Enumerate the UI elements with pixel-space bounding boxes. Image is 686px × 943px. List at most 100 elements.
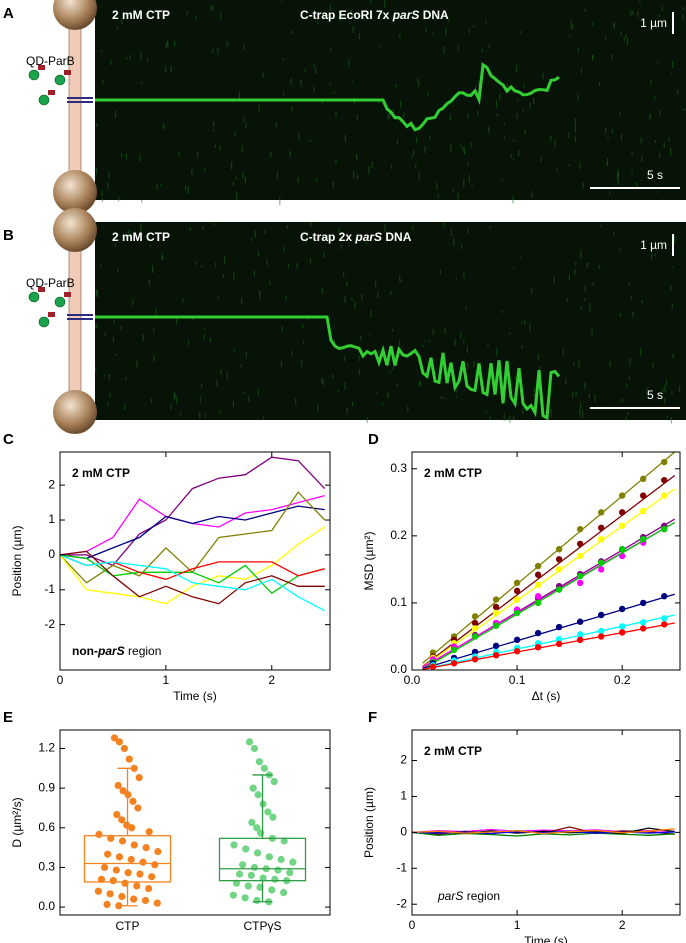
kymo-noise xyxy=(379,45,381,48)
kymo-noise xyxy=(170,66,172,73)
kymo-noise xyxy=(460,332,462,339)
kymo-noise xyxy=(365,241,368,245)
kymo-noise xyxy=(510,154,512,159)
kymo-noise xyxy=(220,369,222,375)
kymo-noise xyxy=(126,57,128,60)
msd-point xyxy=(534,581,542,589)
kymo-noise xyxy=(398,339,401,346)
kymo-noise xyxy=(425,28,427,33)
msd-point xyxy=(471,648,479,656)
kymo-noise xyxy=(187,186,189,195)
trajectory xyxy=(60,554,326,612)
kymo-noise xyxy=(646,386,648,395)
kymo-noise xyxy=(663,142,665,148)
kymo-noise xyxy=(203,334,205,341)
kymo-noise xyxy=(663,398,666,404)
kymo-noise xyxy=(513,139,515,142)
kymo-noise xyxy=(359,369,361,376)
kymo-noise xyxy=(194,261,197,266)
kymo-noise xyxy=(515,64,518,73)
kymo-noise xyxy=(616,172,619,181)
data-point xyxy=(270,777,278,786)
text-part: parS xyxy=(437,889,463,903)
kymo-noise xyxy=(370,309,372,318)
kymo-noise xyxy=(478,80,480,87)
msd-point xyxy=(513,579,521,586)
x-axis-label: Δt (s) xyxy=(532,689,561,703)
kymo-noise xyxy=(276,171,279,179)
msd-point xyxy=(492,596,500,603)
annotation: 2 mM CTP xyxy=(424,466,482,480)
kymo-noise xyxy=(392,328,394,332)
kymo-noise xyxy=(243,117,245,122)
dna-track xyxy=(95,315,561,421)
kymo-noise xyxy=(617,178,619,186)
kymo-noise xyxy=(354,300,356,309)
kymo-noise xyxy=(353,170,355,179)
msd-point xyxy=(597,633,605,640)
kymo-noise xyxy=(424,339,426,342)
kymo-noise xyxy=(375,390,377,394)
data-point xyxy=(153,899,161,907)
x-tick-label: 2 xyxy=(268,673,275,687)
data-point xyxy=(113,810,121,819)
kymo-noise xyxy=(302,324,304,329)
msd-point xyxy=(429,663,437,670)
kymo-noise xyxy=(241,298,243,305)
msd-point xyxy=(640,492,647,499)
kymo-noise xyxy=(496,348,498,356)
label-text: non-parS region xyxy=(72,644,161,658)
kymo-noise xyxy=(369,333,371,336)
kymo-noise xyxy=(613,23,615,28)
y-axis-label: Position (µm) xyxy=(362,787,376,858)
msd-point xyxy=(661,458,668,466)
kymo-noise xyxy=(170,403,172,410)
kymo-noise xyxy=(477,111,479,117)
kymo-noise xyxy=(346,281,348,287)
kymo-noise xyxy=(226,41,228,48)
data-point xyxy=(112,866,120,874)
x-tick-label: CTP xyxy=(116,919,140,933)
kymo-noise xyxy=(212,5,214,11)
trajectory xyxy=(60,505,325,560)
kymo-noise xyxy=(262,72,264,78)
kymo-noise xyxy=(112,336,115,343)
kymo-noise xyxy=(575,390,577,396)
kymo-noise xyxy=(533,387,535,392)
data-point xyxy=(239,861,247,869)
kymo-noise xyxy=(467,362,469,369)
y-tick-label: 1 xyxy=(48,512,55,526)
kymo-noise xyxy=(115,353,117,356)
msd-point xyxy=(471,633,479,640)
kymo-noise xyxy=(204,413,206,418)
kymo-noise xyxy=(540,156,542,162)
kymo-noise xyxy=(219,411,222,414)
kymo-noise xyxy=(586,263,588,268)
protein-icon xyxy=(38,65,45,70)
kymo-noise xyxy=(340,244,342,250)
kymo-noise xyxy=(338,390,340,393)
kymo-noise xyxy=(609,191,611,195)
plot-area xyxy=(412,826,675,837)
kymo-noise xyxy=(574,136,577,143)
y-tick-label: 0.1 xyxy=(390,595,407,609)
kymo-noise xyxy=(575,262,577,265)
kymo-noise xyxy=(309,139,311,143)
kymo-noise xyxy=(671,303,673,309)
data-point xyxy=(248,818,256,827)
kymo-noise xyxy=(160,183,162,187)
kymo-noise xyxy=(300,81,302,87)
data-point xyxy=(254,791,262,799)
msd-point xyxy=(450,646,458,654)
kymo-noise xyxy=(522,109,524,113)
kymo-noise xyxy=(584,382,586,389)
kymo-noise xyxy=(129,54,131,61)
data-point xyxy=(241,894,249,902)
kymo-noise xyxy=(539,365,541,371)
y-tick-label: 2 xyxy=(48,477,55,491)
kymo-noise xyxy=(370,0,372,3)
kymo-noise xyxy=(201,265,203,269)
msd-point xyxy=(640,507,647,515)
data-point xyxy=(134,804,142,812)
data-point xyxy=(250,863,259,872)
